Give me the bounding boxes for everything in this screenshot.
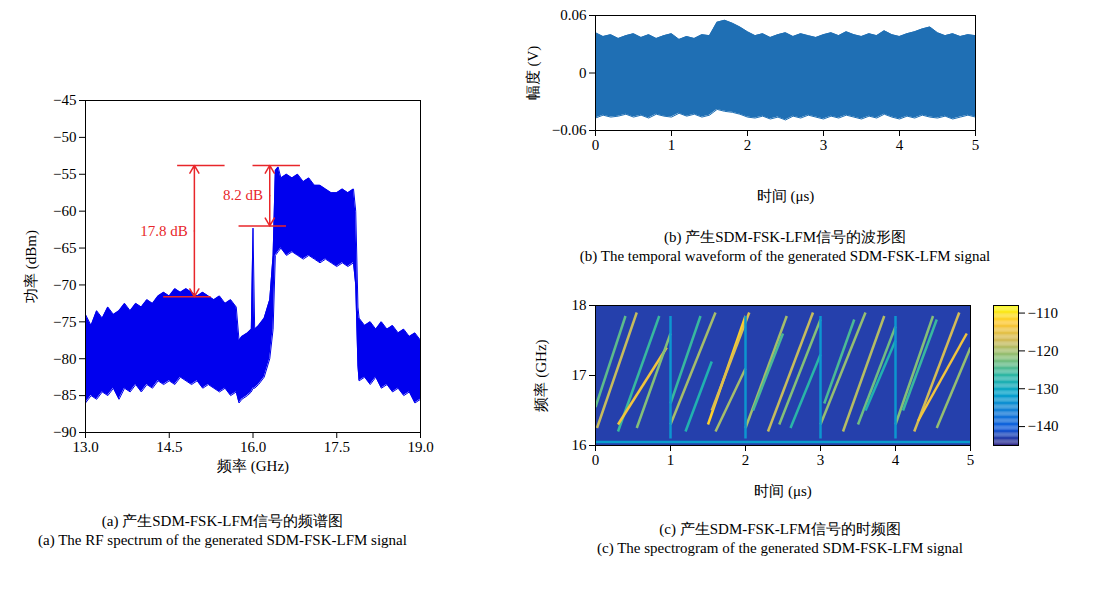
svg-text:5: 5 [967,452,975,468]
svg-text:频率 (GHz): 频率 (GHz) [533,339,550,411]
svg-text:5: 5 [972,137,980,153]
svg-text:18: 18 [572,297,587,313]
svg-text:0.06: 0.06 [560,7,587,23]
svg-text:2: 2 [744,137,752,153]
svg-text:16.0: 16.0 [240,439,266,455]
svg-text:功率 (dBm): 功率 (dBm) [23,230,40,303]
svg-text:14.5: 14.5 [156,439,182,455]
svg-text:17.8 dB: 17.8 dB [140,223,188,239]
svg-text:0: 0 [592,452,600,468]
svg-text:17: 17 [572,367,588,383]
html-text:(a) 产生SDM-FSK-LFM信号的频谱图: (a) 产生SDM-FSK-LFM信号的频谱图 [101,513,344,529]
svg-text:3: 3 [817,452,825,468]
svg-text:−130: −130 [1028,381,1059,397]
svg-text:−85: −85 [53,387,76,403]
svg-text:−80: −80 [53,351,76,367]
svg-text:17.5: 17.5 [324,439,350,455]
html-text:(b) The temporal waveform of t: (b) The temporal waveform of the generat… [579,247,991,264]
svg-text:4: 4 [896,137,904,153]
svg-text:3: 3 [820,137,828,153]
svg-text:19.0: 19.0 [407,439,433,455]
svg-text:−60: −60 [53,203,76,219]
svg-text:−120: −120 [1028,343,1059,359]
svg-text:4: 4 [892,452,900,468]
svg-text:−70: −70 [53,277,76,293]
svg-text:2: 2 [742,452,750,468]
svg-text:−65: −65 [53,240,76,256]
html-text:(b) 产生SDM-FSK-LFM信号的波形图: (b) 产生SDM-FSK-LFM信号的波形图 [663,229,906,245]
svg-text:幅度 (V): 幅度 (V) [525,46,542,101]
svg-text:−0.06: −0.06 [552,122,587,138]
svg-text:−45: −45 [53,92,76,108]
svg-text:−110: −110 [1028,305,1058,321]
svg-text:13.0: 13.0 [72,439,98,455]
svg-text:0: 0 [592,137,600,153]
svg-text:−50: −50 [53,129,76,145]
html-text:(a) The RF spectrum of the gen: (a) The RF spectrum of the generated SDM… [38,531,407,548]
svg-text:0: 0 [579,65,587,81]
svg-text:−90: −90 [53,424,76,440]
svg-text:频率 (GHz): 频率 (GHz) [217,458,289,475]
html-text:(c) The spectrogram of the gen: (c) The spectrogram of the generated SDM… [597,539,963,556]
svg-text:16: 16 [572,437,588,453]
svg-text:−140: −140 [1028,418,1059,434]
html-text:(c) 产生SDM-FSK-LFM信号的时频图: (c) 产生SDM-FSK-LFM信号的时频图 [659,521,901,537]
svg-text:时间 (μs): 时间 (μs) [757,188,815,205]
svg-text:1: 1 [667,452,675,468]
svg-text:时间 (μs): 时间 (μs) [754,483,812,500]
svg-text:−75: −75 [53,314,76,330]
svg-text:1: 1 [668,137,676,153]
svg-text:8.2 dB: 8.2 dB [223,187,263,203]
svg-text:−55: −55 [53,166,76,182]
